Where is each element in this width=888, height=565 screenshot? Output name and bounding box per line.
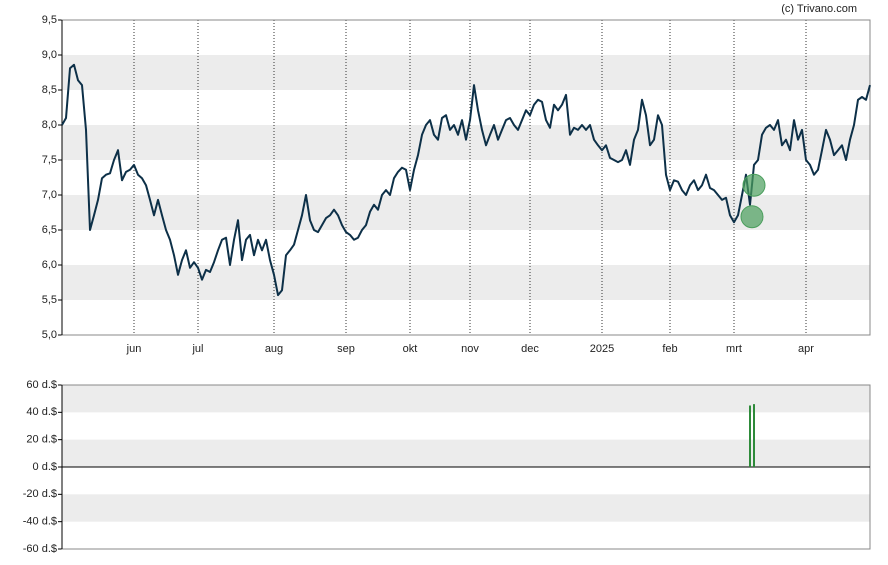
y-tick-label: 5,5 [42,294,57,306]
trade-marker [742,173,766,197]
x-tick-label: 2025 [590,343,614,355]
x-tick-label: feb [662,343,677,355]
bar [749,405,751,467]
x-tick-label: jul [191,343,203,355]
band [62,385,870,413]
x-tick-label: okt [403,343,418,355]
y-tick-label: -40 d.$ [23,516,57,528]
y-tick-label: 20 d.$ [26,434,57,446]
y-tick-label: 8,0 [42,119,57,131]
band [62,55,870,90]
y-tick-label: 7,5 [42,154,57,166]
y-tick-label: 7,0 [42,189,57,201]
y-tick-label: 5,0 [42,329,57,341]
y-tick-label: 60 d.$ [26,379,57,391]
y-tick-label: 6,0 [42,259,57,271]
y-tick-label: -60 d.$ [23,543,57,555]
band [62,439,870,467]
band [62,125,870,160]
price-line [61,63,871,297]
y-tick-label: 9,5 [42,14,57,26]
x-tick-label: jun [126,343,142,355]
x-tick-label: dec [521,343,539,355]
x-tick-label: aug [265,343,283,355]
x-tick-label: sep [337,343,355,355]
y-tick-label: 0 d.$ [33,461,57,473]
x-tick-label: apr [798,343,814,355]
y-tick-label: -20 d.$ [23,488,57,500]
band [62,195,870,230]
y-tick-label: 40 d.$ [26,406,57,418]
band [62,265,870,300]
y-tick-label: 9,0 [42,49,57,61]
y-tick-label: 8,5 [42,84,57,96]
bar [753,404,755,467]
credit: (c) Trivano.com [781,3,857,15]
x-tick-label: nov [461,343,479,355]
band [62,494,870,522]
x-tick-label: mrt [726,343,742,355]
y-tick-label: 6,5 [42,224,57,236]
trade-marker [740,205,764,229]
